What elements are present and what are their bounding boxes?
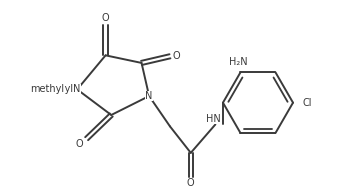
Text: N: N xyxy=(145,91,153,101)
Text: Cl: Cl xyxy=(303,98,312,108)
Text: methyl: methyl xyxy=(39,84,73,94)
Text: H₂N: H₂N xyxy=(229,57,248,67)
Text: O: O xyxy=(75,139,83,149)
Text: N: N xyxy=(73,84,81,94)
Text: O: O xyxy=(102,13,110,23)
Text: methyl: methyl xyxy=(30,84,64,94)
Text: HN: HN xyxy=(206,114,221,124)
Text: O: O xyxy=(187,178,195,188)
Text: O: O xyxy=(173,51,180,61)
